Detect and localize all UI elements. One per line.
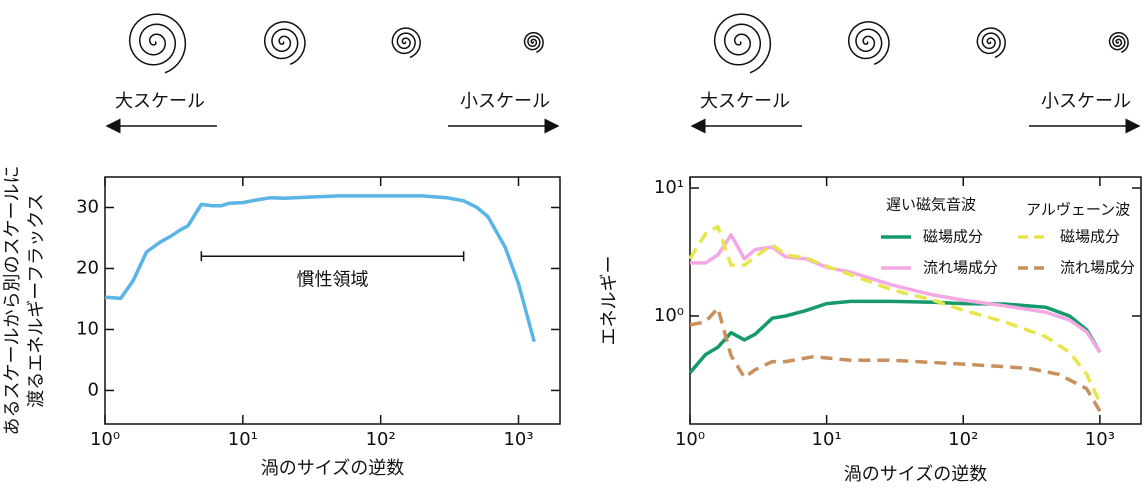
scale-label: 大スケール <box>115 91 205 112</box>
x-tick-label: 10³ <box>503 429 533 450</box>
y-tick-label: 10⁰ <box>654 305 684 326</box>
eddy-icon <box>976 27 1006 59</box>
y-axis-label: あるスケールから別のスケールに <box>2 166 23 436</box>
y-axis-label: エネルギー <box>599 256 620 346</box>
y-tick-label: 10 <box>76 318 99 339</box>
x-tick-label: 10² <box>366 429 396 450</box>
scale-label: 小スケール <box>1041 91 1131 112</box>
x-axis-label: 渦のサイズの逆数 <box>261 458 404 479</box>
y-tick-label: 30 <box>76 196 99 217</box>
x-tick-label: 10² <box>948 429 978 450</box>
legend-label: 磁場成分 <box>923 228 983 246</box>
data-line <box>689 306 1102 413</box>
legend-title: アルヴェーン波 <box>1026 201 1130 219</box>
eddy-icon <box>523 31 544 53</box>
data-line <box>688 224 1102 404</box>
eddy-icon <box>263 21 306 65</box>
eddy-icon <box>128 13 187 74</box>
data-line <box>104 194 536 343</box>
x-tick-label: 10¹ <box>812 429 842 450</box>
data-line <box>688 299 1102 374</box>
x-axis-label: 渦のサイズの逆数 <box>844 464 987 485</box>
range-bracket <box>200 251 465 262</box>
legend-title: 遅い磁気音波 <box>886 196 976 214</box>
x-tick-label: 10⁰ <box>675 429 705 450</box>
y-axis-label: 渡るエネルギーフラックス <box>26 193 47 407</box>
plot-frame <box>104 176 561 425</box>
legend-label: 流れ場成分 <box>923 259 998 277</box>
eddy-icon <box>847 21 890 65</box>
x-tick-label: 10³ <box>1085 429 1115 450</box>
eddy-icon <box>713 13 772 74</box>
annotation: 慣性領域 <box>297 269 369 290</box>
legend-label: 流れ場成分 <box>1060 259 1135 277</box>
plot-frame <box>689 176 1142 425</box>
scale-label: 大スケール <box>700 91 790 112</box>
eddy-icon <box>391 27 421 59</box>
x-tick-label: 10⁰ <box>90 429 120 450</box>
y-tick-label: 20 <box>76 257 99 278</box>
y-tick-label: 0 <box>88 379 99 400</box>
scale-label: 小スケール <box>460 91 550 112</box>
x-tick-label: 10¹ <box>228 429 258 450</box>
eddy-icon <box>1108 31 1129 53</box>
y-tick-label: 10¹ <box>654 177 684 198</box>
legend-label: 磁場成分 <box>1060 228 1120 246</box>
